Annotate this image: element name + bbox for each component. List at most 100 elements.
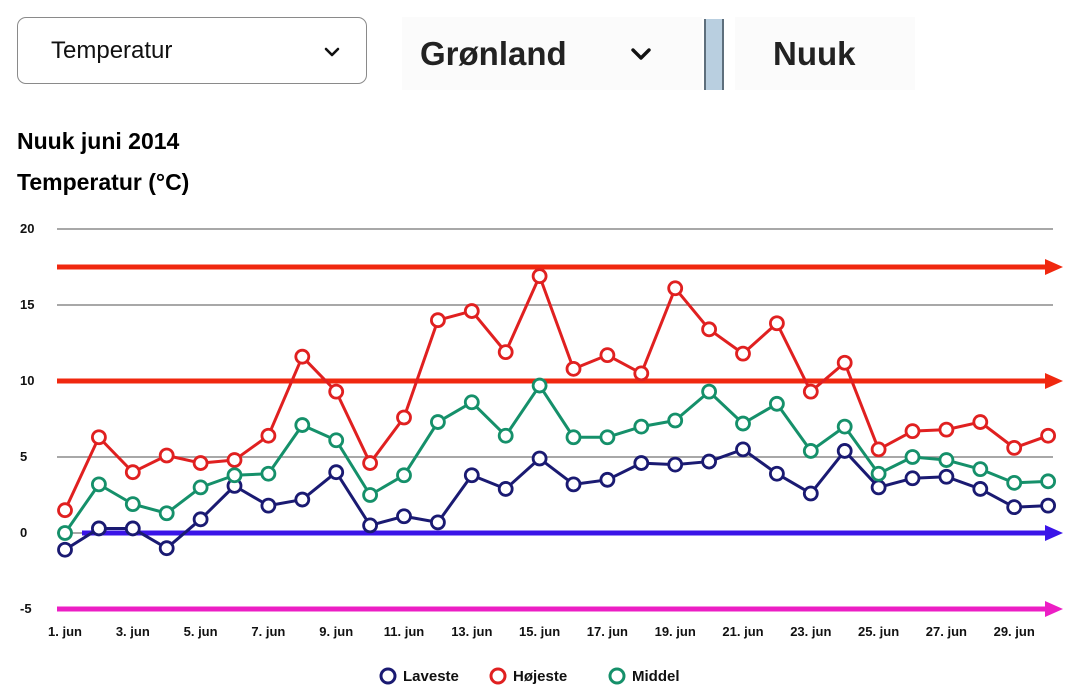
data-point (226, 467, 243, 484)
data-point (972, 461, 989, 478)
data-point (667, 456, 684, 473)
data-point (260, 497, 277, 514)
data-point (633, 455, 650, 471)
legend-label: Højeste (513, 668, 567, 685)
data-point (294, 348, 311, 365)
selector-divider (704, 19, 724, 90)
data-point (328, 464, 345, 481)
chevron-down-icon (630, 46, 652, 62)
data-point (260, 427, 277, 444)
data-point (124, 496, 141, 513)
data-point (565, 360, 582, 377)
temperature-chart: -5 0 5 10 15 20 1. jun 3. jun 5. jun 7. jun 9. jun… (20, 221, 1063, 685)
data-point (463, 394, 480, 411)
chevron-down-icon (324, 45, 340, 57)
data-point (802, 383, 819, 400)
data-point (904, 449, 921, 465)
x-tick-label: 17. jun (587, 624, 628, 639)
y-tick-label: 10 (20, 373, 34, 388)
data-point (769, 315, 785, 332)
data-point (904, 423, 921, 440)
x-tick-label: 9. jun (319, 624, 353, 639)
data-point (599, 471, 616, 488)
y-tick-label: 15 (20, 297, 34, 312)
y-tick-label: 20 (20, 221, 34, 236)
arrow-head (1045, 259, 1063, 275)
data-point (362, 455, 379, 471)
data-point (294, 491, 311, 508)
y-tick-label: 0 (20, 525, 27, 540)
data-point (531, 450, 548, 467)
data-point (463, 303, 480, 319)
city-selector[interactable]: Nuuk (735, 17, 915, 90)
legend-label: Middel (632, 668, 680, 685)
data-point (497, 481, 514, 497)
data-point (57, 525, 73, 541)
data-point (396, 409, 412, 426)
data-point (192, 511, 209, 528)
data-point (497, 427, 514, 444)
data-point (1006, 474, 1023, 491)
data-point (735, 415, 751, 432)
data-point (328, 432, 345, 449)
data-point (226, 452, 243, 468)
data-point (531, 268, 548, 285)
data-point (362, 487, 379, 503)
data-point (870, 441, 887, 458)
data-point (1040, 427, 1056, 444)
data-point (57, 502, 73, 519)
data-point (91, 429, 107, 446)
data-point (158, 505, 175, 522)
x-tick-label: 1. jun (48, 624, 82, 639)
data-point (192, 479, 209, 496)
data-point (1040, 497, 1056, 514)
data-point (701, 383, 717, 400)
data-point (565, 429, 582, 446)
data-point (91, 476, 107, 493)
data-point (904, 470, 921, 487)
x-tick-label: 19. jun (655, 624, 696, 639)
arrow-head (1045, 373, 1063, 389)
data-point (701, 321, 717, 338)
data-point (396, 467, 412, 484)
data-point (735, 441, 751, 458)
x-tick-label: 3. jun (116, 624, 150, 639)
country-select-value: Grønland (420, 34, 567, 72)
data-point (667, 280, 684, 297)
data-point (124, 520, 141, 537)
y-tick-label: 5 (20, 449, 27, 464)
data-point (1006, 499, 1023, 516)
data-point (802, 443, 819, 459)
data-point (565, 476, 582, 493)
x-tick-label: 21. jun (722, 624, 763, 639)
x-tick-label: 23. jun (790, 624, 831, 639)
x-tick-label: 25. jun (858, 624, 899, 639)
data-point (667, 412, 684, 429)
data-point (328, 383, 345, 400)
data-point (497, 344, 514, 361)
data-point (735, 345, 751, 362)
data-point (836, 354, 853, 371)
city-label: Nuuk (773, 34, 856, 72)
series-line-højeste (63, 274, 1049, 511)
data-point (396, 508, 412, 525)
data-point (870, 465, 887, 482)
data-point (124, 464, 141, 481)
legend-label: Laveste (403, 668, 459, 685)
data-point (633, 365, 650, 382)
data-point (294, 417, 311, 433)
data-point (463, 467, 480, 484)
data-point (972, 481, 989, 497)
data-point (938, 452, 955, 468)
y-tick-label: -5 (20, 601, 32, 616)
data-point (836, 418, 853, 435)
x-tick-label: 13. jun (451, 624, 492, 639)
data-point (57, 541, 73, 558)
measure-select[interactable]: Temperatur (17, 17, 367, 84)
country-select[interactable]: Grønland (402, 17, 702, 90)
legend-marker (379, 667, 397, 685)
x-tick-label: 15. jun (519, 624, 560, 639)
arrow-head (1045, 601, 1063, 617)
data-point (633, 418, 650, 435)
legend-marker (608, 667, 626, 685)
